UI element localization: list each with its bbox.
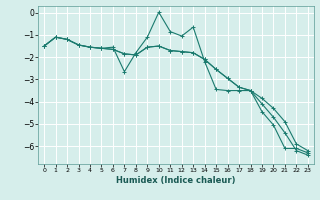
X-axis label: Humidex (Indice chaleur): Humidex (Indice chaleur) xyxy=(116,176,236,185)
